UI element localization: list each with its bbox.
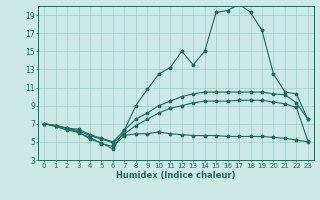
X-axis label: Humidex (Indice chaleur): Humidex (Indice chaleur): [116, 171, 236, 180]
